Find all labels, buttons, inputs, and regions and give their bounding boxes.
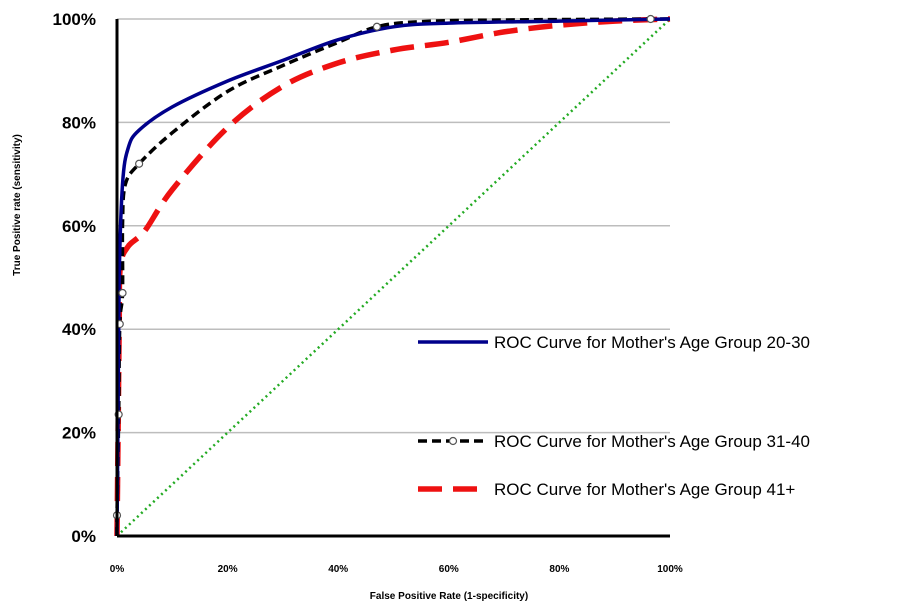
legend-marker xyxy=(448,436,458,446)
series-line-1 xyxy=(115,17,671,537)
x-tick-label: 20% xyxy=(218,564,238,575)
y-tick-label: 60% xyxy=(62,217,96,236)
series-line-4 xyxy=(116,18,671,537)
y-tick-label: 40% xyxy=(62,320,96,339)
legend-label: ROC Curve for Mother's Age Group 41+ xyxy=(494,480,795,499)
data-point-marker xyxy=(646,14,655,24)
legend-label: ROC Curve for Mother's Age Group 31-40 xyxy=(494,432,810,451)
roc-curves xyxy=(114,16,672,537)
x-tick-label: 60% xyxy=(439,564,459,575)
x-tick-label: 100% xyxy=(657,564,683,575)
data-point-marker xyxy=(372,22,382,31)
x-tick-label: 0% xyxy=(110,564,125,575)
gridlines xyxy=(117,18,670,434)
legend: ROC Curve for Mother's Age Group 20-30 RO… xyxy=(418,333,810,499)
y-tick-label: 0% xyxy=(71,527,96,546)
data-point-marker xyxy=(118,288,127,298)
y-tick-label: 80% xyxy=(62,113,96,132)
legend-label: ROC Curve for Mother's Age Group 20-30 xyxy=(494,333,810,352)
series-line-3 xyxy=(114,16,671,537)
x-tick-label: 40% xyxy=(328,564,348,575)
x-axis-title: False Positive Rate (1-specificity) xyxy=(370,591,528,602)
diagonal-series xyxy=(116,18,671,537)
y-axis-title: True Positive rate (sensitivity) xyxy=(12,134,23,276)
y-tick-label: 20% xyxy=(62,424,96,443)
data-point-marker xyxy=(135,159,144,168)
y-tick-label: 100% xyxy=(53,10,96,29)
x-tick-labels: 0% 20% 40% 60% 80% 100% xyxy=(110,564,683,575)
axes xyxy=(115,19,670,538)
x-tick-label: 80% xyxy=(549,564,569,575)
y-tick-labels: 0% 20% 40% 60% 80% 100% xyxy=(53,10,96,546)
